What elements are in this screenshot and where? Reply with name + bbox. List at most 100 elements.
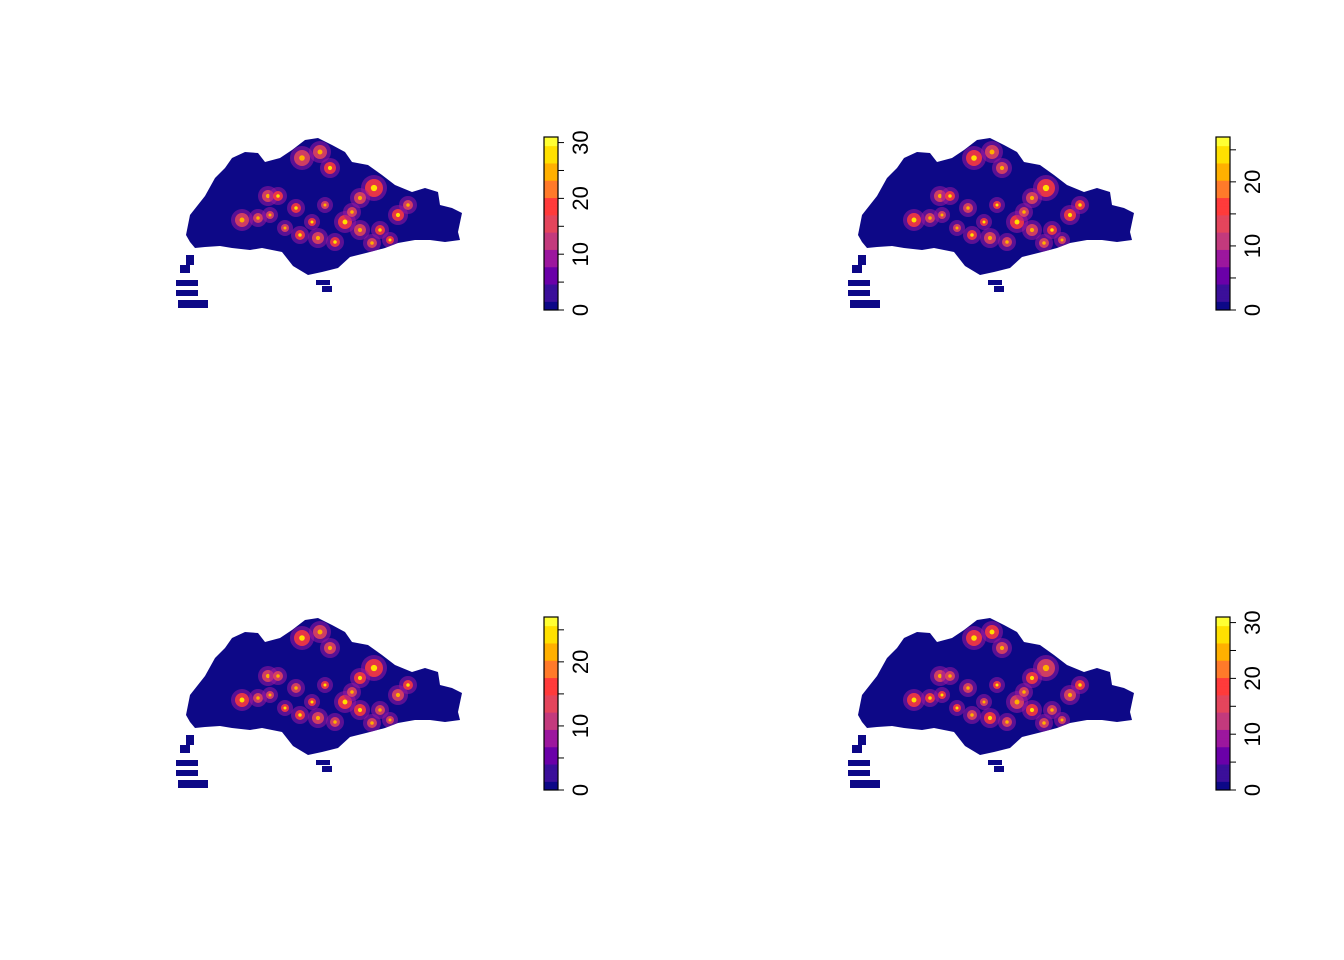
colorbar-step [544, 766, 558, 771]
hotspot-core [940, 213, 944, 217]
colorbar-step [544, 648, 558, 653]
hotspot-core [911, 697, 917, 703]
colorbar-tick-label: 10 [1240, 234, 1265, 258]
colorbar-step [544, 657, 558, 661]
hotspot-core [327, 645, 333, 651]
hotspot-core [948, 674, 952, 678]
colorbar-step [1216, 775, 1230, 779]
hotspot-core [948, 194, 952, 198]
colorbar-step [544, 732, 558, 736]
colorbar-step [544, 726, 558, 730]
hotspot-core [1067, 692, 1073, 698]
colorbar-step [544, 755, 558, 759]
hotspot-core [911, 217, 917, 223]
colorbar-step [544, 645, 558, 650]
hotspot-core [995, 203, 999, 207]
colorbar-tick-label: 0 [1240, 784, 1265, 796]
colorbar-step [1216, 764, 1230, 768]
raster-map [848, 618, 1134, 788]
colorbar-step [544, 258, 558, 262]
colorbar-step [1216, 706, 1230, 710]
islet [852, 265, 862, 273]
colorbar-step [1216, 778, 1230, 782]
islet [848, 760, 870, 766]
colorbar-step [1216, 209, 1230, 213]
colorbar-step [544, 180, 558, 184]
colorbar-step [544, 223, 558, 227]
colorbar-step [544, 304, 558, 308]
hotspot-core [940, 693, 944, 697]
colorbar-step [544, 668, 558, 673]
colorbar-step [1216, 177, 1230, 181]
colorbar-step [1216, 726, 1230, 730]
colorbar-step [544, 625, 558, 630]
colorbar-step [544, 628, 558, 632]
hotspot-core [1029, 675, 1035, 681]
colorbar-step [544, 712, 558, 716]
colorbar-step [1216, 194, 1230, 199]
colorbar-step [1216, 214, 1230, 219]
colorbar-step [1216, 723, 1230, 728]
islet [858, 735, 866, 745]
hotspot-core [966, 686, 970, 690]
colorbar-step [544, 246, 558, 250]
hotspot-core [315, 235, 321, 241]
colorbar-step [1216, 703, 1230, 707]
colorbar-step [1216, 278, 1230, 282]
colorbar-step [544, 217, 558, 222]
colorbar-step [544, 694, 558, 699]
colorbar-step [1216, 188, 1230, 193]
colorbar-step [1216, 139, 1230, 144]
colorbar-step [1216, 640, 1230, 644]
colorbar-step [1216, 622, 1230, 627]
colorbar-step [544, 697, 558, 702]
hotspot-core [276, 194, 280, 198]
colorbar-step [1216, 715, 1230, 719]
colorbar-step [544, 289, 558, 294]
colorbar-step [1216, 700, 1230, 704]
hotspot-core [989, 629, 995, 635]
colorbar-step [1216, 272, 1230, 276]
colorbar-step [544, 139, 558, 144]
colorbar: 0 10 20 [1215, 136, 1265, 316]
colorbar-step [544, 686, 558, 690]
colorbar-step [544, 252, 558, 256]
colorbar-step [1216, 654, 1230, 658]
colorbar-step [1216, 651, 1230, 655]
hotspot-core [1042, 664, 1050, 672]
colorbar-step [544, 211, 558, 216]
colorbar-step [1216, 781, 1230, 785]
hotspot-core [406, 683, 410, 687]
colorbar: 0 10 20 30 [543, 130, 593, 316]
colorbar-step [544, 640, 558, 644]
hotspot-core [323, 683, 327, 687]
hotspot-core [299, 635, 305, 641]
hotspot-core [357, 227, 363, 233]
hotspot-core [342, 219, 348, 225]
colorbar-step [1216, 148, 1230, 152]
colorbar-step [544, 654, 558, 658]
hotspot-core [283, 706, 287, 710]
colorbar-step [1216, 229, 1230, 233]
colorbar-step [1216, 237, 1230, 242]
colorbar-step [1216, 151, 1230, 155]
islet [176, 770, 198, 776]
raster-map [848, 138, 1134, 308]
colorbar-step [1216, 203, 1230, 207]
colorbar-step [544, 735, 558, 739]
colorbar-step [544, 203, 558, 207]
colorbar-step [544, 691, 558, 696]
hotspot-core [999, 645, 1005, 651]
colorbar-step [544, 148, 558, 152]
colorbar-step [1216, 717, 1230, 722]
colorbar-step [1216, 631, 1230, 635]
colorbar-step [1216, 645, 1230, 650]
colorbar-frame [1215, 136, 1231, 311]
colorbar-step [1216, 160, 1230, 164]
colorbar-step [1216, 634, 1230, 638]
colorbar-step [544, 787, 558, 791]
colorbar-step [544, 255, 558, 259]
colorbar-step [1216, 674, 1230, 679]
hotspot-core [333, 720, 337, 724]
hotspot-core [1042, 241, 1046, 245]
